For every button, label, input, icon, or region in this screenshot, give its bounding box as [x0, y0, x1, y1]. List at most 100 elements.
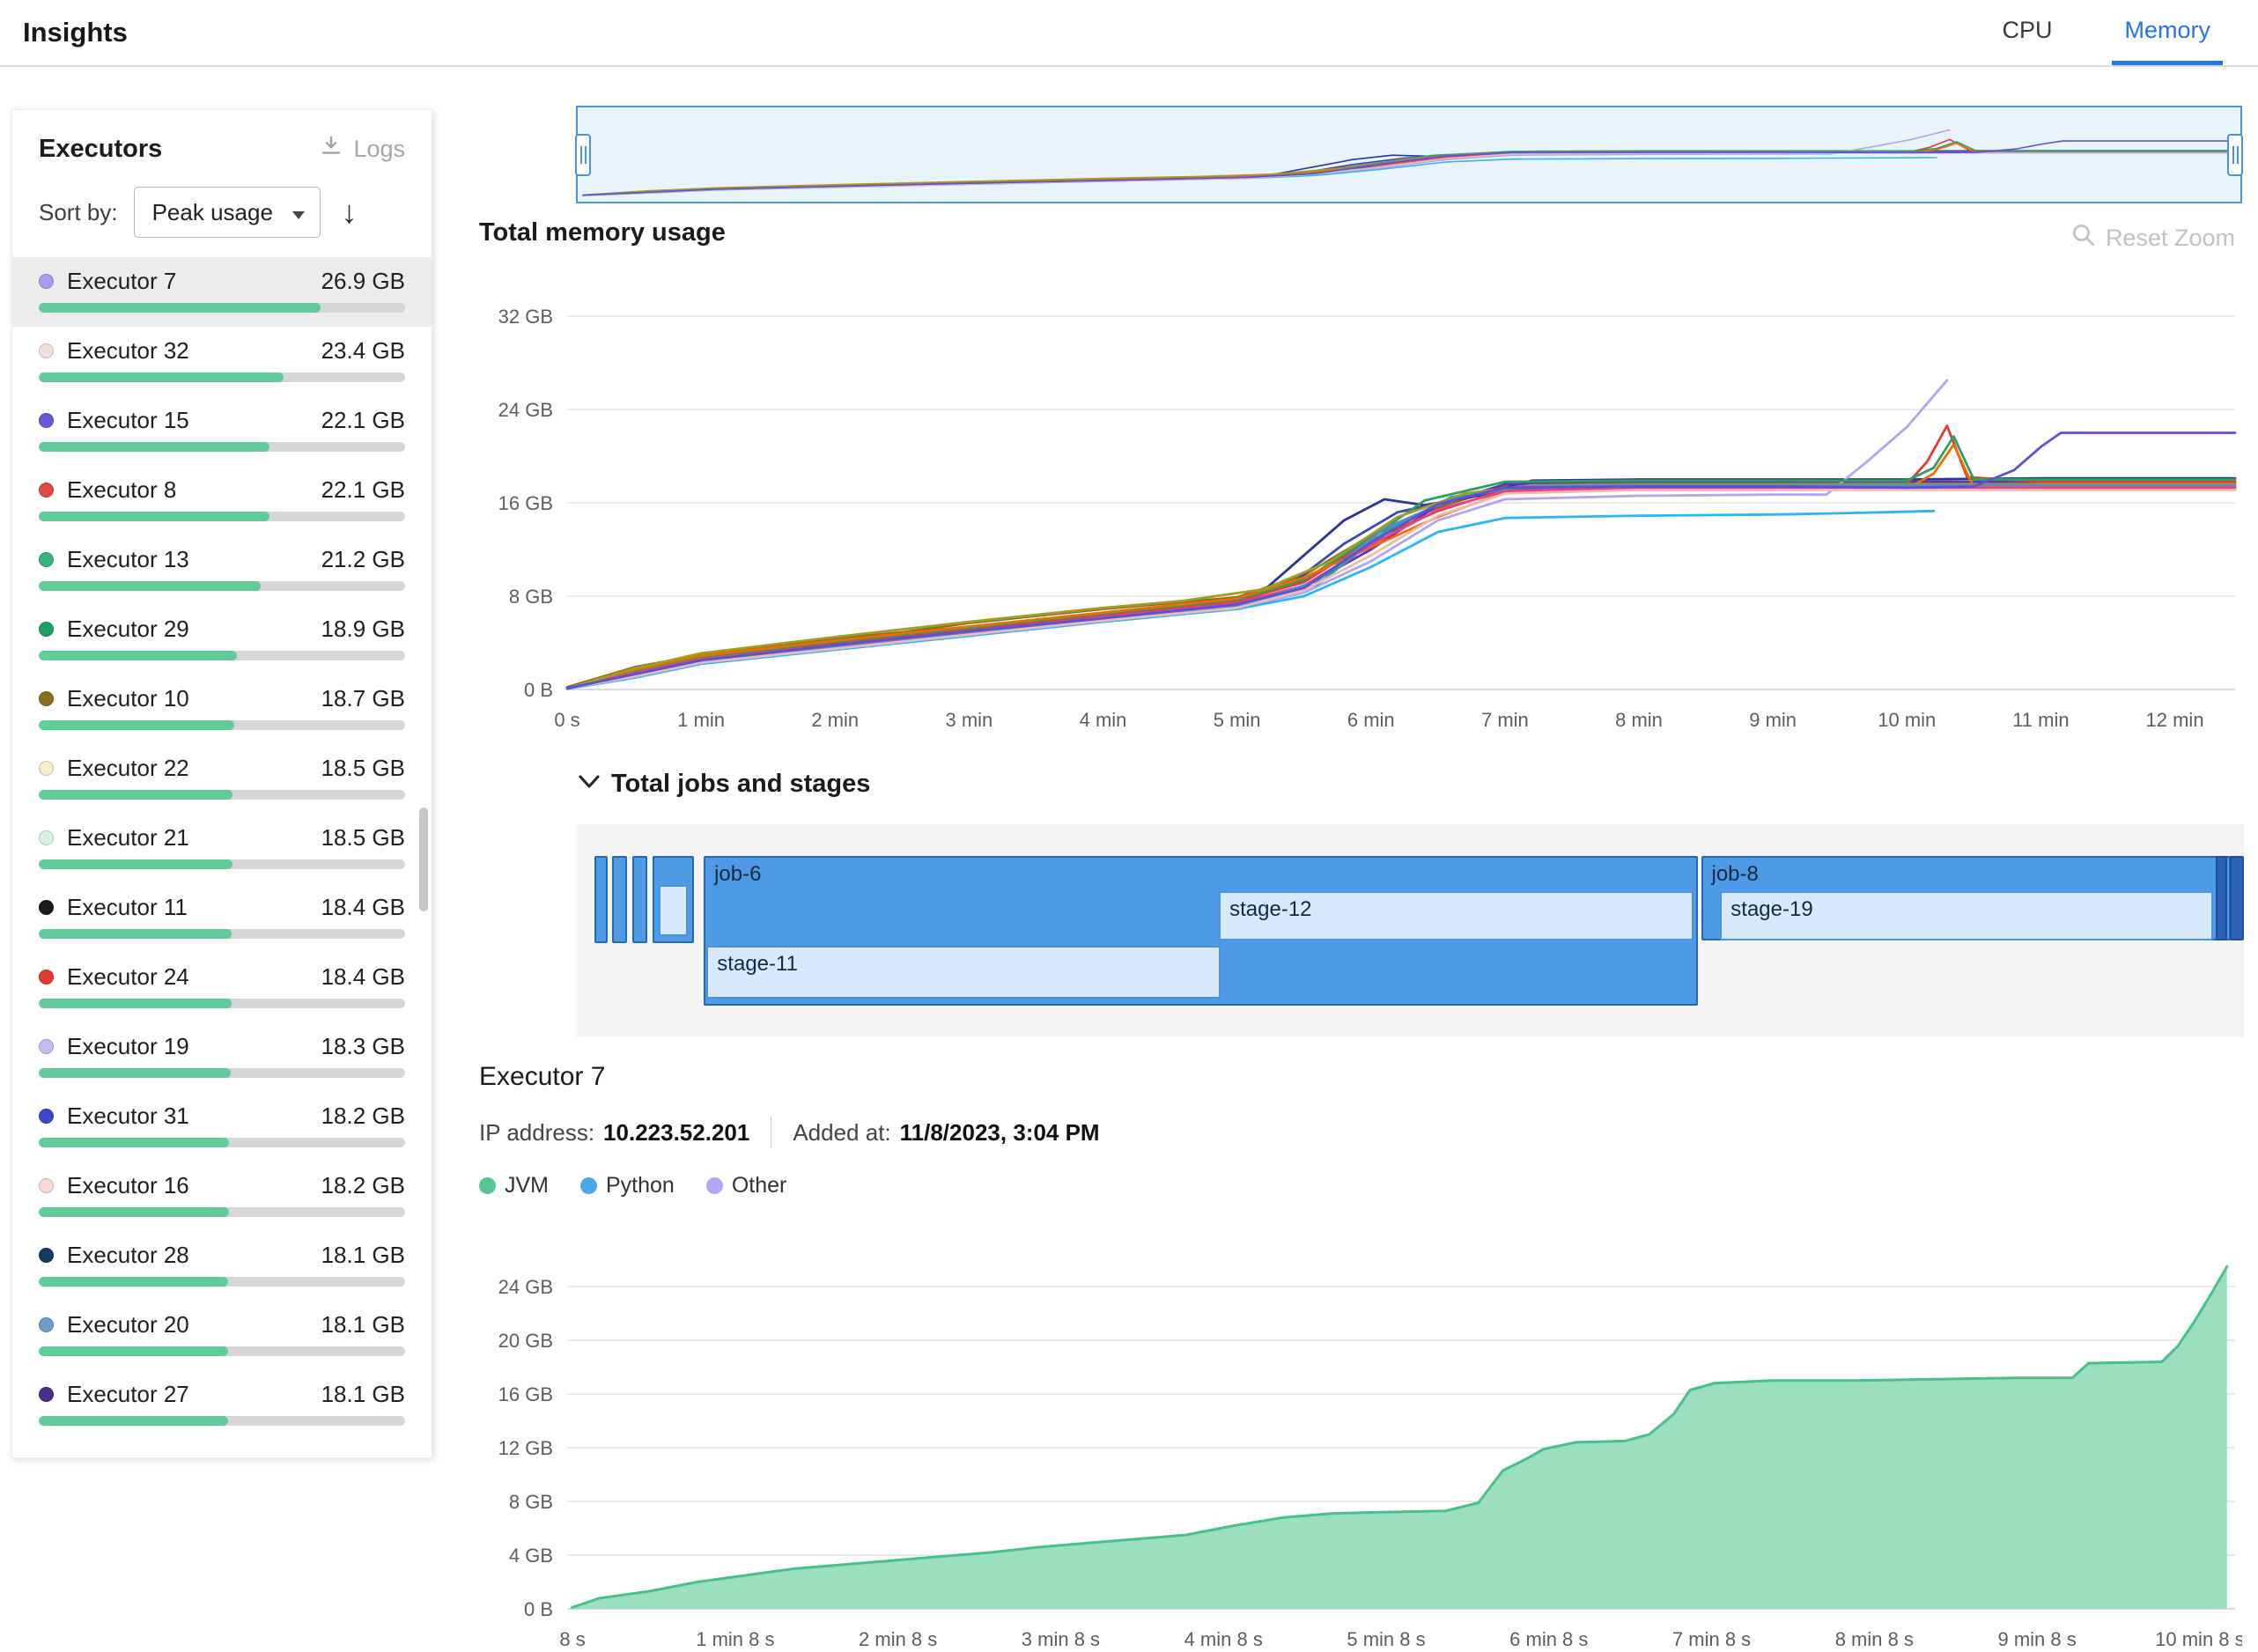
tab-memory[interactable]: Memory	[2112, 0, 2223, 65]
stage-block[interactable]	[658, 885, 688, 936]
legend-label: Python	[606, 1173, 675, 1198]
sort-select[interactable]: Peak usage	[133, 187, 321, 238]
axis-tick-label: 12 GB	[498, 1437, 553, 1459]
executor-peak-value: 22.1 GB	[321, 407, 405, 433]
sort-direction-button[interactable]: ↓	[341, 194, 358, 230]
sort-by-label: Sort by:	[39, 198, 118, 225]
executor-name: Executor 32	[67, 337, 189, 364]
executor-detail-title: Executor 7	[479, 1062, 606, 1091]
axis-tick-label: 1 min	[677, 709, 725, 731]
axis-tick-label: 10 min 8 s	[2155, 1628, 2242, 1650]
axis-tick-label: 24 GB	[498, 399, 553, 421]
job-block[interactable]	[2229, 856, 2244, 940]
executor-peak-value: 23.4 GB	[321, 337, 405, 364]
stage-block[interactable]: stage-11	[706, 946, 1221, 999]
executor-usage-bar	[39, 581, 405, 591]
series-line	[582, 140, 2236, 196]
executor-peak-value: 18.9 GB	[321, 616, 405, 642]
executor-row[interactable]: Executor 11 18.4 GB	[12, 883, 432, 953]
axis-tick-label: 3 min	[945, 709, 992, 731]
executor-row[interactable]: Executor 10 18.7 GB	[12, 675, 432, 744]
series-line	[582, 151, 2236, 196]
executor-row[interactable]: Executor 15 22.1 GB	[12, 396, 432, 466]
jobs-section-toggle[interactable]: Total jobs and stages	[578, 770, 870, 799]
executor-usage-bar	[39, 1346, 405, 1356]
scrollbar-thumb[interactable]	[419, 808, 428, 911]
executor-peak-value: 18.4 GB	[321, 894, 405, 920]
executor-usage-bar	[39, 1138, 405, 1147]
axis-tick-label: 8 s	[559, 1628, 585, 1650]
job-block[interactable]	[594, 856, 609, 943]
executor-peak-value: 21.2 GB	[321, 546, 405, 572]
logs-button[interactable]: Logs	[318, 133, 405, 166]
brush-minichart	[582, 129, 2236, 196]
job-block[interactable]	[2215, 856, 2228, 940]
executor-color-dot	[39, 622, 54, 637]
executor-row[interactable]: Executor 22 18.5 GB	[12, 744, 432, 814]
executor-color-dot	[39, 1109, 54, 1124]
legend-label: Other	[731, 1173, 787, 1198]
axis-tick-label: 2 min 8 s	[859, 1628, 937, 1650]
executor-row[interactable]: Executor 27 18.1 GB	[12, 1370, 432, 1440]
series-line	[565, 482, 2237, 689]
axis-tick-label: 4 min 8 s	[1184, 1628, 1263, 1650]
brush-handle-left[interactable]	[575, 133, 591, 176]
executor-name: Executor 21	[67, 824, 189, 851]
executor-color-dot	[39, 761, 54, 776]
axis-tick-label: 8 min	[1615, 709, 1663, 731]
executor-name: Executor 10	[67, 685, 189, 712]
executor-row[interactable]: Executor 24 18.4 GB	[12, 953, 432, 1022]
series-area	[572, 1266, 2227, 1609]
executor-row[interactable]: Executor 13 21.2 GB	[12, 535, 432, 605]
brush-handle-right[interactable]	[2227, 133, 2243, 176]
series-line	[565, 488, 2237, 690]
executor-row[interactable]: Executor 20 18.1 GB	[12, 1301, 432, 1370]
executor-row[interactable]: Executor 31 18.2 GB	[12, 1092, 432, 1162]
legend-item[interactable]: Other	[705, 1173, 787, 1198]
executor-row[interactable]: Executor 19 18.3 GB	[12, 1022, 432, 1092]
zoom-brush[interactable]	[575, 106, 2243, 203]
executor-row[interactable]: Executor 21 18.5 GB	[12, 814, 432, 883]
axis-tick-label: 24 GB	[498, 1276, 553, 1298]
logs-label: Logs	[353, 136, 405, 162]
axis-tick-label: 4 GB	[509, 1545, 553, 1567]
job-block[interactable]	[612, 856, 627, 943]
job-block[interactable]	[632, 856, 647, 943]
executor-color-dot	[39, 552, 54, 567]
magnifier-icon	[2070, 222, 2097, 254]
legend: JVM Python Other	[479, 1173, 786, 1198]
executor-row[interactable]: Executor 8 22.1 GB	[12, 466, 432, 535]
download-icon	[318, 133, 344, 166]
stage-block[interactable]: stage-12	[1219, 891, 1694, 940]
axis-tick-label: 16 GB	[498, 492, 553, 514]
executor-name: Executor 24	[67, 963, 189, 990]
total-memory-title: Total memory usage	[479, 218, 726, 247]
executor-row[interactable]: Executor 32 23.4 GB	[12, 327, 432, 396]
total-memory-chart[interactable]: 0 B 8 GB 16 GB 24 GB 32 GB 0 s 1 min 2 min 3 min…	[479, 291, 2242, 741]
executor-memory-chart[interactable]: 0 B 4 GB 8 GB 12 GB 16 GB 20 GB 24 GB 8 s 1 min …	[479, 1229, 2242, 1652]
executor-peak-value: 18.1 GB	[321, 1242, 405, 1268]
executor-name: Executor 7	[67, 268, 177, 294]
stage-block[interactable]: stage-19	[1720, 891, 2214, 940]
executor-meta: IP address: 10.223.52.201 Added at: 11/8…	[479, 1117, 1100, 1148]
executor-row[interactable]: Executor 7 26.9 GB	[12, 257, 432, 327]
series-line	[565, 476, 2237, 690]
axis-tick-label: 5 min 8 s	[1347, 1628, 1425, 1650]
executor-name: Executor 29	[67, 616, 189, 642]
legend-item[interactable]: JVM	[479, 1173, 549, 1198]
executor-usage-bar	[39, 720, 405, 730]
series-line	[565, 431, 2237, 690]
series-line	[565, 483, 2237, 690]
executor-row[interactable]: Executor 28 18.1 GB	[12, 1231, 432, 1301]
executor-name: Executor 27	[67, 1381, 189, 1407]
reset-zoom-button[interactable]: Reset Zoom	[2070, 222, 2235, 254]
added-value: 11/8/2023, 3:04 PM	[899, 1118, 1100, 1146]
tab-cpu[interactable]: CPU	[2002, 17, 2053, 43]
axis-tick-label: 5 min	[1214, 709, 1261, 731]
stage-label: stage-19	[1730, 897, 1813, 921]
executor-row[interactable]: Executor 29 18.9 GB	[12, 605, 432, 675]
legend-item[interactable]: Python	[580, 1173, 675, 1198]
executor-row[interactable]: Executor 16 18.2 GB	[12, 1162, 432, 1231]
executor-usage-bar	[39, 999, 405, 1008]
executor-peak-value: 18.4 GB	[321, 963, 405, 990]
